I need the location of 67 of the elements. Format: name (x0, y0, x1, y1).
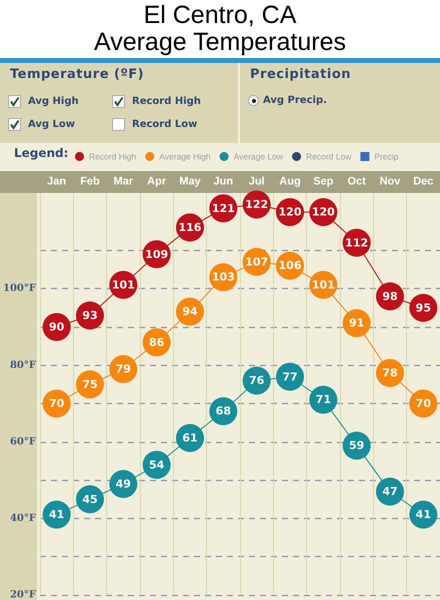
data-label: 79 (116, 362, 131, 376)
data-label: 70 (416, 397, 432, 410)
data-label: 49 (116, 477, 131, 490)
data-label: 59 (349, 439, 364, 452)
data-label: 91 (349, 316, 364, 330)
data-label: 77 (282, 370, 298, 384)
legend-label: Precip (374, 152, 399, 162)
x-tick-label: Jan (47, 176, 66, 188)
chart-title: El Centro, CA Average Temperatures (0, 0, 440, 63)
x-tick-label: Jul (248, 176, 265, 188)
data-label: 93 (82, 309, 98, 322)
x-tick-label: Oct (347, 176, 366, 188)
data-label: 45 (82, 492, 98, 506)
x-tick-label: Feb (80, 176, 100, 188)
legend-label: Average Low (234, 152, 284, 162)
y-tick-label: 20°F (10, 590, 36, 600)
data-label: 95 (416, 301, 431, 314)
text: Temperature (ºF) (10, 67, 146, 82)
data-label: 41 (416, 508, 431, 522)
data-label: 120 (312, 206, 336, 219)
text: Avg High (28, 96, 79, 107)
data-label: 120 (278, 206, 302, 219)
data-label: 121 (212, 202, 235, 215)
data-label: 61 (182, 432, 198, 445)
data-label: 68 (216, 404, 231, 418)
data-label: 75 (82, 378, 98, 391)
x-tick-label: Sep (313, 176, 334, 188)
y-tick-label: 80°F (10, 360, 36, 371)
text: Avg Low (28, 119, 76, 130)
x-tick-label: Apr (147, 176, 167, 188)
data-label: 78 (382, 366, 398, 380)
data-label: 90 (48, 320, 65, 334)
x-tick-label: May (179, 176, 202, 188)
data-label: 54 (148, 458, 165, 472)
data-label: 106 (278, 259, 302, 272)
y-tick-label: 60°F (10, 436, 36, 448)
data-label: 70 (48, 397, 65, 410)
y-tick-label: 40°F (10, 512, 36, 524)
data-label: 41 (48, 508, 64, 522)
data-label: 101 (312, 278, 335, 292)
data-label: 122 (245, 198, 268, 211)
legend-label: Record High (89, 152, 137, 162)
legend-label: Average High (159, 152, 211, 162)
data-label: 76 (249, 374, 265, 388)
data-label: 47 (382, 485, 398, 498)
legend-title: Legend: (14, 146, 68, 160)
x-tick-label: Aug (279, 176, 301, 188)
y-tick-label: 100°F (2, 283, 36, 294)
text: Record High (132, 96, 201, 107)
data-label: 103 (212, 270, 235, 284)
data-label: 112 (345, 236, 368, 250)
data-label: 94 (182, 305, 198, 318)
data-label: 101 (112, 278, 135, 292)
text: Record Low (132, 119, 198, 130)
legend-label: Record Low (306, 152, 352, 162)
data-label: 86 (148, 336, 165, 349)
text: Precipitation (250, 67, 352, 82)
data-label: 107 (245, 255, 268, 268)
x-tick-label: Jun (214, 176, 234, 188)
data-label: 116 (178, 220, 202, 234)
x-tick-label: Dec (413, 176, 434, 188)
text: Avg Precip. (263, 95, 327, 106)
data-label: 109 (145, 248, 168, 261)
x-tick-label: Nov (380, 176, 402, 188)
data-label: 98 (382, 290, 398, 303)
data-label: 71 (316, 393, 331, 406)
x-tick-label: Mar (114, 176, 134, 188)
